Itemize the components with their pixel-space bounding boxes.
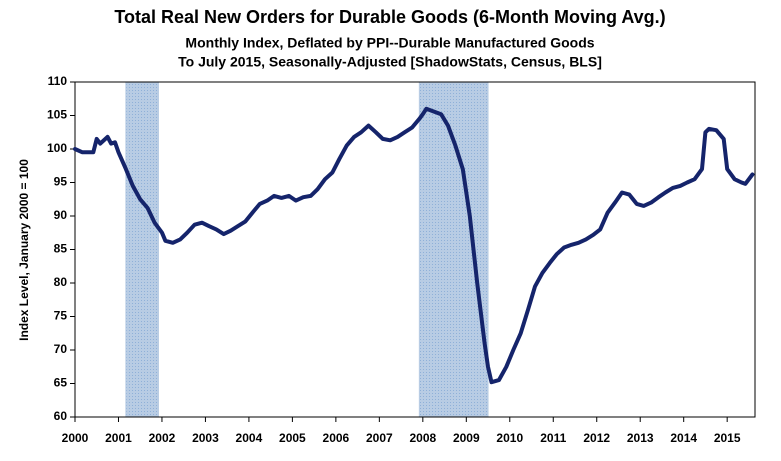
y-tick-label: 60: [54, 409, 68, 423]
y-tick-label: 85: [54, 242, 68, 256]
x-tick-label: 2009: [453, 431, 480, 445]
x-tick-label: 2001: [105, 431, 132, 445]
y-tick-label: 100: [47, 141, 67, 155]
chart-subtitle: To July 2015, Seasonally-Adjusted [Shado…: [178, 54, 602, 70]
x-tick-label: 2002: [149, 431, 176, 445]
x-tick-label: 2014: [670, 431, 697, 445]
x-tick-label: 2011: [540, 431, 566, 445]
x-tick-label: 2007: [366, 431, 393, 445]
y-tick-label: 75: [54, 309, 68, 323]
x-tick-label: 2010: [496, 431, 523, 445]
x-tick-label: 2006: [323, 431, 350, 445]
y-tick-label: 105: [47, 108, 67, 122]
plot-frame: [74, 81, 756, 418]
y-tick-label: 65: [54, 376, 68, 390]
y-tick-label: 80: [54, 275, 68, 289]
chart-subtitle: Monthly Index, Deflated by PPI--Durable …: [185, 35, 594, 51]
y-tick-label: 90: [54, 208, 68, 222]
x-tick-label: 2008: [409, 431, 436, 445]
y-tick-label: 110: [48, 74, 68, 88]
recession-shade: [418, 81, 489, 418]
y-axis-label: Index Level, January 2000 = 100: [17, 159, 31, 341]
x-tick-label: 2012: [583, 431, 610, 445]
x-tick-label: 2000: [62, 431, 89, 445]
chart-title: Total Real New Orders for Durable Goods …: [114, 7, 665, 27]
x-tick-label: 2015: [714, 431, 741, 445]
y-tick-label: 70: [54, 342, 68, 356]
recession-shade: [125, 81, 159, 418]
x-tick-label: 2004: [236, 431, 263, 445]
y-tick-label: 95: [54, 175, 68, 189]
data-line: [73, 106, 755, 385]
x-tick-label: 2005: [279, 431, 306, 445]
x-tick-label: 2003: [192, 431, 219, 445]
x-tick-label: 2013: [627, 431, 654, 445]
